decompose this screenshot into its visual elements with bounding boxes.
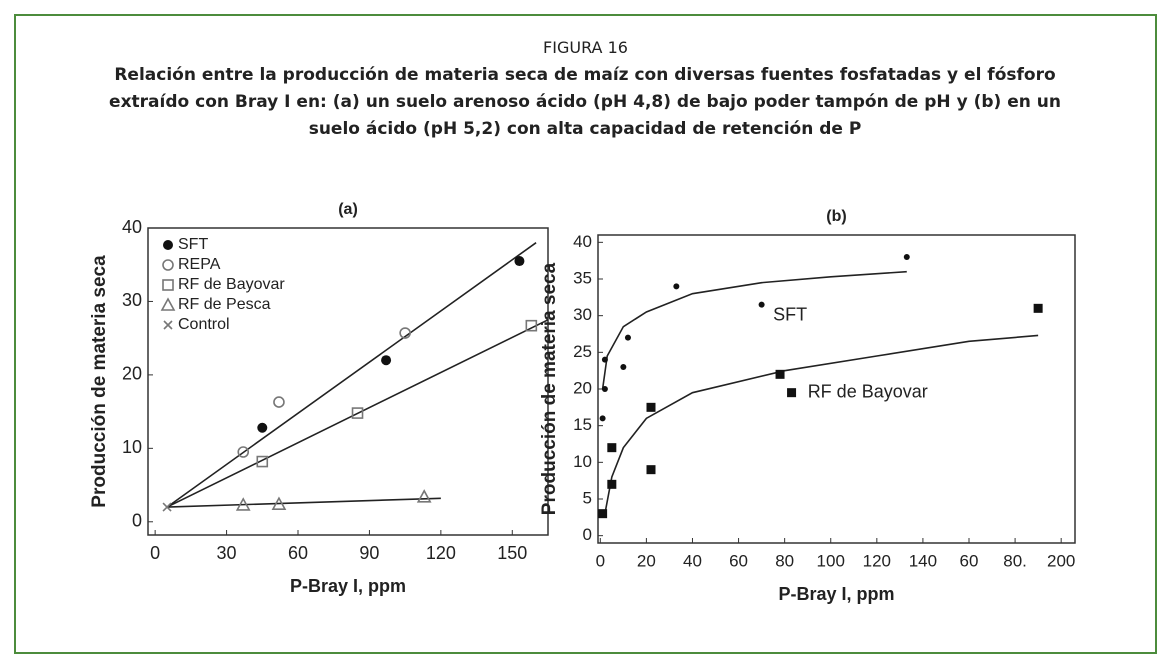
chart-title: (a) bbox=[338, 201, 358, 218]
y-tick-label: 20 bbox=[122, 364, 142, 384]
data-point bbox=[399, 327, 411, 339]
data-point bbox=[162, 502, 172, 512]
x-tick-label: 60 bbox=[288, 543, 308, 563]
data-point bbox=[758, 301, 765, 308]
x-tick-label: 60 bbox=[729, 551, 748, 570]
x-tick-label: 80 bbox=[775, 551, 794, 570]
data-point bbox=[599, 415, 606, 422]
y-tick-label: 0 bbox=[583, 525, 592, 544]
y-tick-label: 40 bbox=[122, 217, 142, 237]
data-point bbox=[607, 443, 617, 453]
y-tick-label: 10 bbox=[122, 437, 142, 457]
data-point bbox=[256, 455, 269, 468]
trend-line bbox=[601, 270, 907, 390]
chart-title: (b) bbox=[826, 208, 846, 225]
data-point bbox=[673, 283, 680, 290]
y-tick-label: 15 bbox=[573, 415, 592, 434]
data-point bbox=[235, 497, 251, 511]
x-tick-label: 40 bbox=[683, 551, 702, 570]
x-axis-label: P-Bray I, ppm bbox=[290, 576, 406, 596]
legend-label: SFT bbox=[178, 236, 208, 253]
data-point bbox=[646, 465, 656, 475]
data-point bbox=[257, 422, 268, 433]
trend-line bbox=[166, 319, 549, 508]
data-point bbox=[775, 369, 785, 379]
x-tick-label: 0 bbox=[150, 543, 160, 563]
data-point bbox=[620, 364, 627, 370]
data-point bbox=[525, 319, 538, 332]
y-tick-label: 5 bbox=[583, 488, 592, 507]
data-point bbox=[1033, 303, 1043, 313]
x-tick-label: 60 bbox=[960, 551, 979, 570]
x-tick-label: 200 bbox=[1047, 551, 1075, 570]
y-tick-label: 35 bbox=[573, 268, 592, 287]
y-tick-label: 20 bbox=[573, 378, 592, 397]
x-tick-label: 150 bbox=[497, 543, 527, 563]
y-tick-label: 0 bbox=[132, 511, 142, 531]
data-point bbox=[416, 489, 432, 503]
figure-title: Relación entre la producción de materia … bbox=[109, 65, 1061, 139]
x-tick-label: 80. bbox=[1003, 551, 1027, 570]
data-point bbox=[787, 388, 797, 398]
legend-label: RF de Bayovar bbox=[178, 276, 285, 293]
data-point bbox=[646, 402, 656, 412]
x-tick-label: 100 bbox=[817, 551, 845, 570]
figure-number: FIGURA 16 bbox=[543, 38, 628, 57]
x-tick-label: 20 bbox=[637, 551, 656, 570]
legend-marker bbox=[163, 240, 173, 250]
y-tick-label: 40 bbox=[573, 232, 592, 251]
data-point bbox=[514, 256, 525, 267]
legend-label: Control bbox=[178, 316, 230, 333]
x-axis-label: P-Bray I, ppm bbox=[778, 584, 894, 604]
legend-marker bbox=[162, 259, 174, 271]
data-point bbox=[601, 356, 608, 363]
x-tick-label: 120 bbox=[426, 543, 456, 563]
data-point bbox=[237, 446, 250, 458]
plot-frame bbox=[147, 227, 549, 536]
trend-line bbox=[166, 242, 537, 508]
x-tick-label: 90 bbox=[359, 543, 379, 563]
curve-label: SFT bbox=[773, 304, 807, 324]
legend-marker bbox=[162, 279, 174, 291]
data-point bbox=[273, 396, 285, 408]
x-tick-label: 30 bbox=[217, 543, 237, 563]
legend-label: REPA bbox=[178, 256, 221, 273]
y-tick-label: 10 bbox=[573, 452, 592, 471]
x-tick-label: 140 bbox=[909, 551, 937, 570]
y-tick-label: 30 bbox=[122, 290, 142, 310]
data-point bbox=[271, 496, 287, 510]
trend-line bbox=[604, 334, 1039, 514]
charts: (a) P-Bray I, ppm Producción de materia se… bbox=[89, 201, 1076, 604]
data-point bbox=[624, 334, 631, 341]
y-axis-label: Producción de materia seca bbox=[89, 255, 110, 508]
legend-label: RF de Pesca bbox=[178, 296, 271, 313]
data-point bbox=[598, 509, 608, 519]
data-point bbox=[607, 479, 617, 489]
curve-label: RF de Bayovar bbox=[808, 381, 928, 401]
y-axis-label: Producción de materia seca bbox=[539, 262, 560, 515]
y-tick-label: 25 bbox=[573, 342, 592, 361]
legend-marker bbox=[160, 297, 176, 311]
data-point bbox=[601, 386, 608, 392]
data-point bbox=[381, 355, 392, 366]
trend-line bbox=[167, 497, 441, 508]
legend-marker bbox=[163, 320, 173, 330]
data-point bbox=[903, 254, 910, 260]
y-tick-label: 30 bbox=[573, 305, 592, 324]
x-tick-label: 120 bbox=[863, 551, 891, 570]
data-point bbox=[351, 407, 364, 419]
x-tick-label: 0 bbox=[596, 551, 605, 570]
page: FIGURA 16 Relación entre la producción d… bbox=[14, 14, 1157, 654]
